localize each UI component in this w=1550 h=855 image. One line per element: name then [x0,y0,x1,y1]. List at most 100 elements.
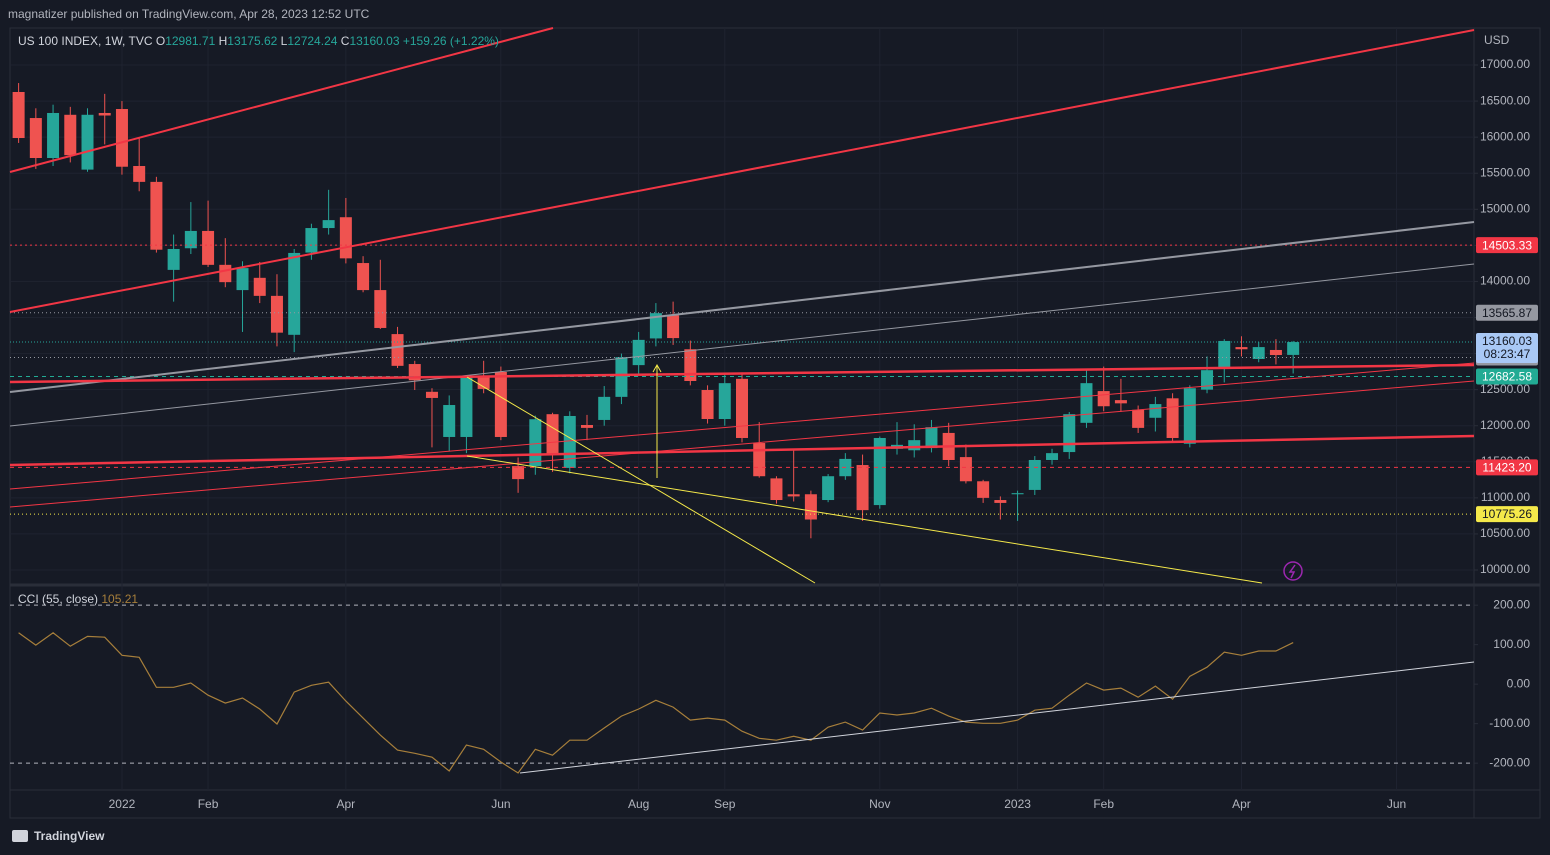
y-tick-label: 100.00 [1493,637,1530,651]
candle-body [632,339,645,366]
candle-body [959,457,972,482]
x-tick-label: Apr [1232,797,1251,811]
y-tick-label: 11000.00 [1481,490,1530,504]
candle-body [460,377,473,437]
y-tick-label: 16000.00 [1480,129,1530,143]
trendline [9,263,1475,427]
candle-body [512,466,525,480]
price-level-label: 11423.20 [1482,461,1531,475]
trendline [9,29,1475,313]
last-price-label: 13160.03 [1482,334,1532,348]
x-tick-label: Feb [198,797,219,811]
candle-body [1149,404,1162,418]
candle-body [718,383,731,420]
price-level-box [1476,304,1538,321]
trendline [9,434,1475,467]
legend-change: +159.26 (+1.22%) [403,34,499,48]
candle-body [47,112,60,159]
legend-letter: H [219,34,228,48]
y-tick-label: 10500.00 [1480,526,1530,540]
candle-body [770,478,783,501]
candle-body [1252,347,1265,359]
candle-body [1097,391,1110,407]
candle-body [667,315,680,339]
candle-body [753,443,766,477]
candle-body [1046,453,1059,460]
candle-body [1183,388,1196,444]
candle-body [322,220,335,229]
x-tick-label: Jun [491,797,510,811]
currency: USD [1484,33,1510,47]
candle-body [219,264,232,283]
x-tick-label: Apr [337,797,356,811]
price-level-box [1476,237,1538,254]
candle-body [425,391,438,398]
price-level-label: 14503.33 [1482,238,1532,252]
legend-letter: L [281,34,288,48]
legend-letter: O [156,34,165,48]
candle-body [1114,400,1127,404]
drawings [9,27,1475,774]
candle-body [1201,370,1214,390]
y-tick-label: -200.00 [1489,755,1530,769]
event-icon[interactable] [1283,561,1303,581]
candle-body [1287,342,1300,355]
candle-body [598,396,611,420]
candle-body [270,295,283,333]
y-tick-label: 15000.00 [1480,201,1530,215]
cci-legend: CCI (55, close) 105.21 [18,592,138,606]
y-tick-label: 200.00 [1493,597,1530,611]
legend-value: 13160.03 [349,34,399,48]
candle-body [374,290,387,328]
x-tick-label: Sep [714,797,736,811]
candle-body [184,230,197,249]
price-level-label: 12682.58 [1482,370,1532,384]
candle-body [649,313,662,339]
candle-body [150,181,163,250]
countdown: 08:23:47 [1484,347,1531,361]
price-level-label: 13565.87 [1482,306,1532,320]
legend-value: 12724.24 [287,34,337,48]
trendline [9,221,1475,393]
y-tick-label: 10000.00 [1480,562,1530,576]
candle-body [98,112,111,116]
candle-body [253,277,266,296]
publisher: magnatizer published on TradingView.com,… [8,7,370,21]
x-tick-label: Jun [1387,797,1406,811]
candle-body [1218,340,1231,369]
legend: US 100 INDEX, 1W, TVC O12981.71 H13175.6… [18,34,499,48]
candle-body [339,217,352,259]
candle-body [443,405,456,437]
candle-body [615,357,628,397]
price-level-box [1476,459,1538,476]
x-tick-label: Nov [869,797,890,811]
candle-body [1063,414,1076,453]
cci-value: 105.21 [101,592,138,606]
candle-body [133,166,146,182]
candle-body [736,378,748,438]
candle-body [787,494,800,497]
candle-body [477,375,490,389]
trendline [519,661,1475,774]
candle-body [305,228,318,253]
trendline [9,362,1475,490]
candle-body [701,390,714,420]
candle-body [977,481,990,498]
price-level-box [1476,368,1538,385]
candle-body [856,465,869,511]
candle-body [115,109,128,167]
x-tick-label: 2022 [109,797,136,811]
y-tick-label: 0.00 [1507,676,1531,690]
trendline [466,376,816,584]
brand-logo [12,830,28,842]
y-tick-label: 17000.00 [1480,57,1530,71]
candle-body [29,118,42,159]
event-icon-bolt [1288,564,1296,579]
cci-line [18,632,1294,774]
candle-body [873,437,886,506]
price-level-box [1476,506,1538,523]
frame [9,27,1541,819]
x-tick-label: 2023 [1004,797,1031,811]
candle-body [529,419,542,467]
